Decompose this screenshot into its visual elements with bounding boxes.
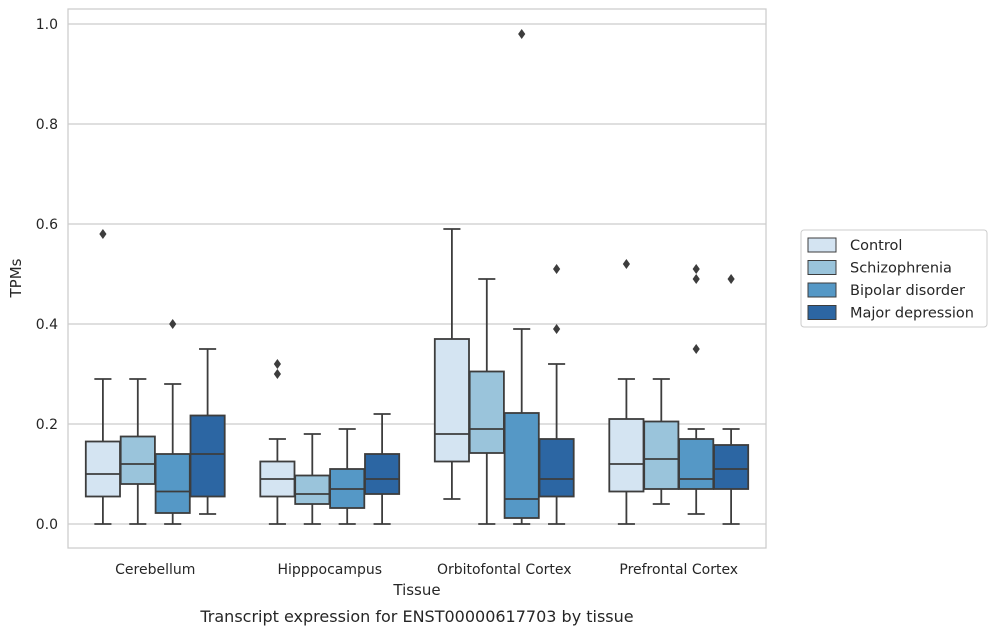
outlier-point <box>99 229 107 239</box>
plot-boxes <box>84 29 750 525</box>
y-tick-labels: 0.0 0.2 0.4 0.6 0.8 1.0 <box>36 17 58 533</box>
outlier-point <box>692 344 700 354</box>
y-gridlines <box>68 23 766 525</box>
plot-frame <box>67 8 767 549</box>
outlier-point <box>553 264 561 274</box>
y-tick-label: 0.8 <box>36 117 58 133</box>
iqr-box <box>154 453 191 514</box>
iqr-box <box>538 438 575 498</box>
iqr-box <box>433 338 470 463</box>
iqr-box <box>119 435 156 485</box>
legend-label: Major depression <box>850 306 974 322</box>
legend: Control Schizophrenia Bipolar disorder Majo… <box>800 229 988 328</box>
box-control <box>259 359 296 525</box>
legend-swatch <box>807 237 837 253</box>
outlier-point <box>273 369 281 379</box>
iqr-box <box>713 444 750 490</box>
x-tick-labels: Cerebellum Hipppocampus Orbitofontal Corte… <box>115 562 738 578</box>
y-tick-label: 0.0 <box>36 517 58 533</box>
iqr-box <box>468 370 505 454</box>
box-schizophrenia <box>643 378 680 505</box>
box-control <box>433 228 470 500</box>
x-tick-label: Prefrontal Cortex <box>619 562 738 578</box>
legend-label: Schizophrenia <box>850 261 952 277</box>
iqr-box <box>608 418 645 493</box>
box-bipolar-disorder <box>329 428 366 525</box>
box-major-depression <box>713 274 750 525</box>
outlier-point <box>553 324 561 334</box>
box-schizophrenia <box>294 433 331 525</box>
x-axis-label: Tissue <box>392 581 440 599</box>
outlier-point <box>518 29 526 39</box>
box-bipolar-disorder <box>678 264 715 515</box>
iqr-box <box>643 420 680 490</box>
iqr-box <box>678 438 715 490</box>
box-schizophrenia <box>468 278 505 525</box>
outlier-point <box>169 319 177 329</box>
legend-label: Control <box>850 238 902 254</box>
outlier-point <box>273 359 281 369</box>
legend-swatch <box>807 260 837 275</box>
box-major-depression <box>189 348 226 515</box>
box-bipolar-disorder <box>503 29 540 525</box>
y-tick-label: 0.2 <box>36 417 58 433</box>
box-major-depression <box>538 264 575 525</box>
box-major-depression <box>364 413 401 525</box>
y-tick-label: 1.0 <box>36 17 58 33</box>
outlier-point <box>692 274 700 284</box>
chart-caption: Transcript expression for ENST0000061770… <box>199 607 633 626</box>
x-tick-label: Cerebellum <box>115 562 195 578</box>
outlier-point <box>727 274 735 284</box>
box-control <box>608 259 645 525</box>
legend-label: Bipolar disorder <box>850 283 965 299</box>
y-axis-label: TPMs <box>7 258 25 298</box>
iqr-box <box>364 453 401 495</box>
box-control <box>84 229 121 525</box>
outlier-point <box>692 264 700 274</box>
legend-swatch <box>807 305 837 320</box>
iqr-box <box>84 440 121 498</box>
x-tick-label: Orbitofontal Cortex <box>437 562 572 578</box>
box-schizophrenia <box>119 378 156 525</box>
outlier-point <box>622 259 630 269</box>
x-tick-label: Hipppocampus <box>277 562 382 578</box>
y-tick-label: 0.4 <box>36 317 58 333</box>
box-bipolar-disorder <box>154 319 191 525</box>
legend-swatch <box>807 282 837 298</box>
iqr-box <box>189 414 226 498</box>
y-tick-label: 0.6 <box>36 217 58 233</box>
legend-frame <box>800 229 988 328</box>
iqr-box <box>294 474 331 505</box>
iqr-box <box>503 412 540 519</box>
